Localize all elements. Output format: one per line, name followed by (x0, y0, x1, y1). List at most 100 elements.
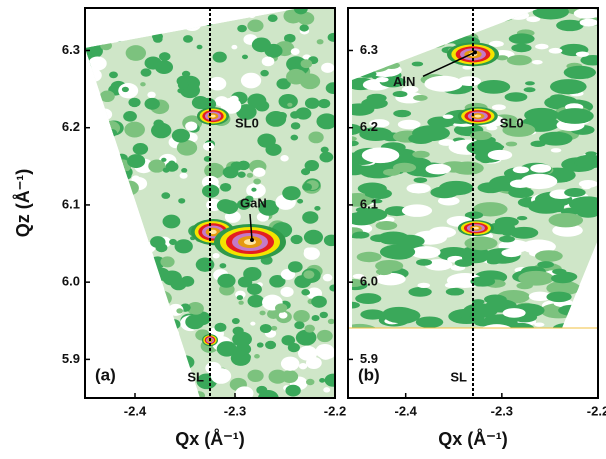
panel-label: (a) (95, 365, 116, 384)
map-texture (131, 17, 140, 24)
map-texture (155, 60, 174, 75)
map-texture (202, 142, 215, 151)
map-texture (552, 224, 583, 237)
map-texture (231, 318, 240, 325)
map-texture (524, 107, 559, 123)
map-texture (424, 38, 446, 48)
map-texture (125, 330, 137, 339)
map-texture (304, 159, 320, 172)
map-texture (104, 321, 121, 334)
map-texture (425, 163, 452, 175)
map-texture (525, 379, 545, 387)
map-texture (174, 239, 193, 254)
map-texture (89, 323, 102, 333)
map-texture (401, 85, 419, 93)
map-texture (442, 10, 478, 26)
map-texture (93, 8, 115, 20)
map-texture (256, 385, 268, 395)
map-texture (323, 387, 331, 393)
map-texture (507, 355, 522, 361)
map-texture (121, 31, 132, 40)
map-texture (416, 259, 433, 266)
map-texture (129, 232, 145, 245)
map-texture (88, 386, 102, 397)
map-texture (444, 282, 459, 289)
map-texture (303, 247, 320, 260)
map-texture (284, 33, 296, 43)
map-texture (449, 13, 473, 23)
x-tick-label: -2.2 (324, 403, 346, 418)
map-texture (220, 97, 242, 114)
map-texture (185, 9, 205, 24)
map-texture (491, 104, 506, 111)
map-texture (548, 387, 575, 398)
map-texture (95, 251, 108, 261)
map-texture (281, 335, 296, 346)
map-texture (442, 9, 464, 18)
map-texture (520, 173, 558, 190)
map-texture (523, 336, 543, 344)
map-texture (236, 104, 257, 120)
map-texture (87, 95, 97, 103)
map-texture (501, 248, 522, 258)
map-texture (507, 10, 530, 20)
map-texture (195, 257, 215, 272)
map-texture (471, 299, 485, 305)
map-texture (191, 96, 209, 110)
reference-label: SL (187, 369, 204, 384)
map-texture (370, 234, 389, 243)
map-texture (511, 43, 532, 53)
map-texture (361, 97, 388, 109)
map-texture (100, 25, 114, 36)
map-texture (415, 316, 444, 328)
map-texture (437, 196, 460, 206)
map-texture (445, 287, 465, 296)
map-texture (152, 267, 170, 281)
x-tick-label: -2.3 (224, 403, 246, 418)
map-texture (117, 300, 132, 311)
map-texture (130, 286, 141, 294)
map-texture (381, 15, 402, 24)
map-texture (504, 322, 535, 328)
map-texture (212, 51, 227, 63)
map-texture (85, 289, 99, 300)
map-texture (356, 251, 382, 263)
map-texture (280, 154, 289, 162)
map-texture (352, 231, 370, 239)
map-texture (298, 362, 308, 370)
peak-label: GaN (240, 195, 267, 210)
map-texture (143, 266, 151, 273)
map-texture (286, 68, 307, 85)
map-texture (237, 24, 247, 33)
map-texture (126, 12, 135, 20)
x-tick-label: -2.3 (491, 403, 513, 418)
map-texture (530, 163, 552, 173)
map-texture (550, 148, 562, 153)
map-texture (319, 311, 329, 319)
map-texture (256, 342, 264, 348)
map-texture (247, 369, 264, 383)
map-texture (480, 158, 492, 164)
x-tick-label: -2.2 (587, 403, 606, 418)
map-texture (408, 133, 434, 144)
map-texture (457, 31, 468, 37)
panel-label: (b) (358, 365, 380, 384)
map-texture (565, 371, 584, 379)
map-texture (128, 97, 141, 108)
map-texture (556, 108, 594, 124)
map-texture (531, 59, 543, 65)
map-texture (375, 77, 389, 83)
map-texture (107, 129, 118, 137)
map-texture (304, 97, 320, 109)
map-texture (181, 168, 188, 173)
map-texture (352, 192, 375, 207)
map-texture (276, 112, 287, 120)
map-texture (407, 33, 429, 43)
map-texture (382, 61, 400, 70)
map-texture (275, 303, 288, 313)
map-texture (302, 183, 312, 191)
map-texture (548, 329, 558, 333)
map-texture (85, 68, 102, 82)
map-texture (290, 134, 299, 141)
map-texture (246, 172, 254, 178)
